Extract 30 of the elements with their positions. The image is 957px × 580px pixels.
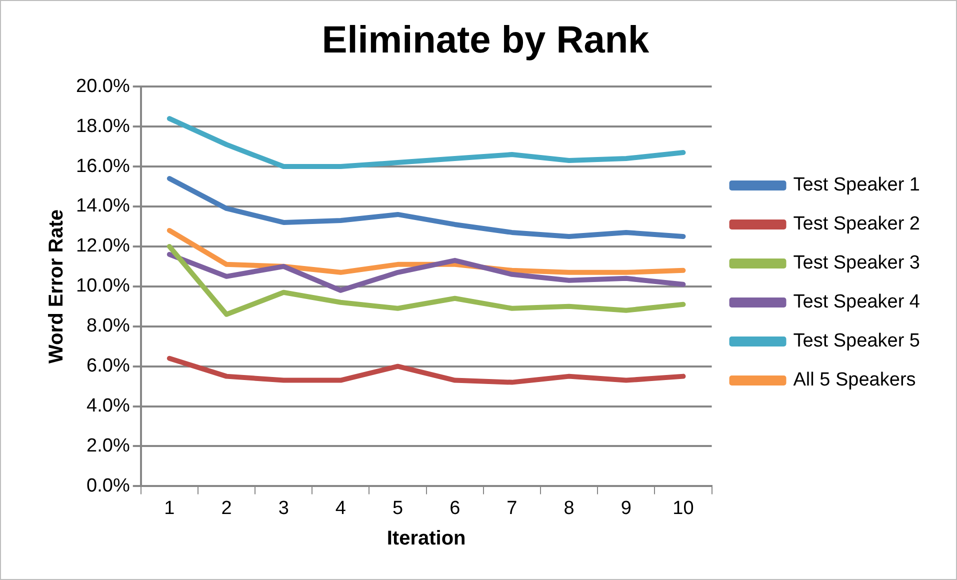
y-tick-label: 2.0% (86, 435, 130, 456)
y-tick-label: 12.0% (76, 236, 130, 257)
x-tick-label: 9 (620, 498, 632, 519)
x-axis-title: Iteration (386, 528, 466, 550)
y-tick-label: 20.0% (76, 76, 130, 97)
y-tick-label: 6.0% (86, 356, 130, 377)
legend-label: Test Speaker 3 (793, 252, 920, 274)
y-tick-label: 8.0% (86, 316, 130, 337)
x-tick-label: 4 (335, 498, 346, 519)
x-tick-label: 2 (221, 498, 232, 519)
x-tick-label: 8 (564, 498, 574, 519)
y-tick-label: 0.0% (86, 475, 130, 496)
legend-label: Test Speaker 1 (793, 174, 920, 196)
x-tick-label: 3 (278, 498, 289, 519)
y-tick-label: 4.0% (86, 396, 130, 417)
x-tick-label: 5 (392, 498, 404, 519)
x-tick-label: 1 (164, 498, 175, 519)
y-tick-label: 16.0% (76, 156, 130, 177)
y-axis-title: Word Error Rate (46, 209, 68, 364)
y-tick-label: 18.0% (76, 116, 130, 137)
chart-title: Eliminate by Rank (322, 19, 650, 62)
legend-label: Test Speaker 5 (793, 330, 920, 352)
y-tick-label: 10.0% (76, 276, 130, 297)
y-tick-label: 14.0% (76, 196, 130, 217)
x-tick-label: 10 (672, 498, 694, 519)
legend-label: All 5 Speakers (793, 370, 916, 391)
x-tick-label: 6 (450, 498, 460, 519)
x-tick-label: 7 (506, 498, 518, 519)
legend-label: Test Speaker 4 (793, 292, 920, 313)
legend-label: Test Speaker 2 (793, 214, 920, 235)
